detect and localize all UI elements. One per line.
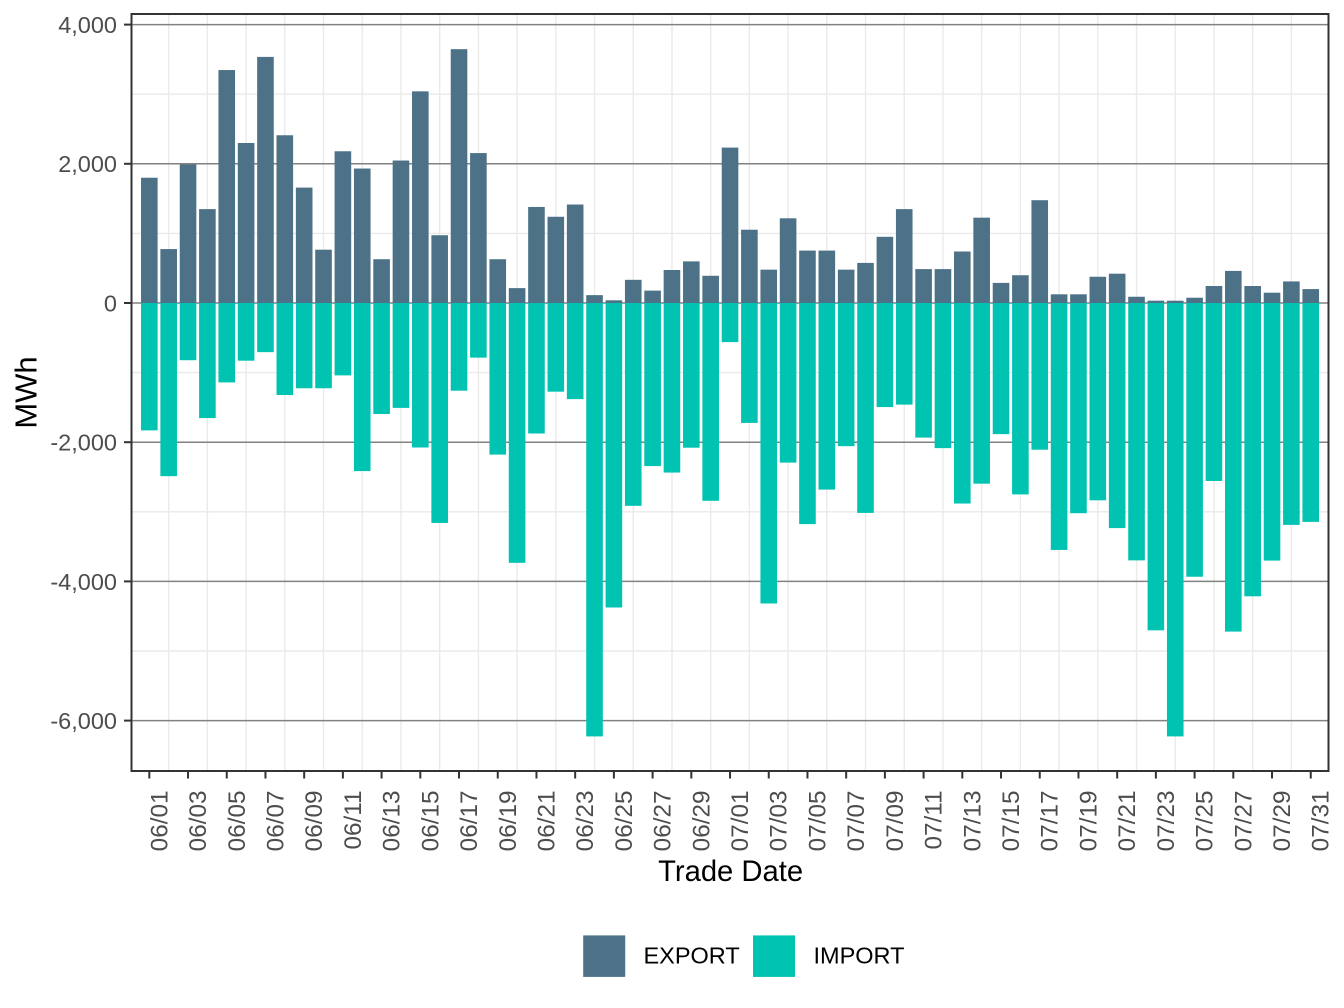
svg-text:07/29: 07/29 [1269,791,1296,852]
svg-text:06/03: 06/03 [185,791,212,852]
svg-text:06/07: 06/07 [262,791,289,852]
svg-text:EXPORT: EXPORT [644,943,740,969]
svg-text:-6,000: -6,000 [50,708,117,734]
svg-text:07/23: 07/23 [1153,791,1180,852]
svg-text:07/21: 07/21 [1114,791,1141,852]
svg-text:MWh: MWh [9,356,44,428]
svg-text:07/03: 07/03 [766,791,793,852]
svg-text:06/21: 06/21 [533,791,560,852]
svg-text:-2,000: -2,000 [50,430,117,456]
svg-text:07/13: 07/13 [959,791,986,852]
svg-text:07/25: 07/25 [1192,791,1219,852]
svg-text:06/25: 06/25 [611,791,638,852]
svg-text:07/19: 07/19 [1075,791,1102,852]
svg-text:06/05: 06/05 [224,791,251,852]
svg-text:07/11: 07/11 [921,791,948,850]
svg-text:0: 0 [104,290,117,316]
svg-text:06/01: 06/01 [146,791,173,852]
svg-text:06/15: 06/15 [417,791,444,852]
svg-text:07/09: 07/09 [882,791,909,852]
svg-text:IMPORT: IMPORT [814,943,905,969]
svg-text:07/15: 07/15 [998,791,1025,852]
svg-text:07/05: 07/05 [804,791,831,852]
svg-text:06/27: 06/27 [650,791,677,852]
svg-text:06/19: 06/19 [495,791,522,852]
svg-text:06/29: 06/29 [688,791,715,852]
svg-text:06/09: 06/09 [301,791,328,852]
svg-text:06/13: 06/13 [379,791,406,852]
svg-text:07/07: 07/07 [843,791,870,852]
svg-text:-4,000: -4,000 [50,569,117,595]
svg-text:07/17: 07/17 [1037,791,1064,852]
svg-text:07/01: 07/01 [727,791,754,852]
svg-text:Trade Date: Trade Date [658,856,803,888]
svg-text:07/31: 07/31 [1308,791,1335,852]
svg-text:06/23: 06/23 [572,791,599,852]
svg-text:07/27: 07/27 [1230,791,1257,852]
svg-text:4,000: 4,000 [58,12,117,38]
svg-text:2,000: 2,000 [58,151,117,177]
svg-text:06/11: 06/11 [340,791,367,850]
svg-text:06/17: 06/17 [456,791,483,852]
